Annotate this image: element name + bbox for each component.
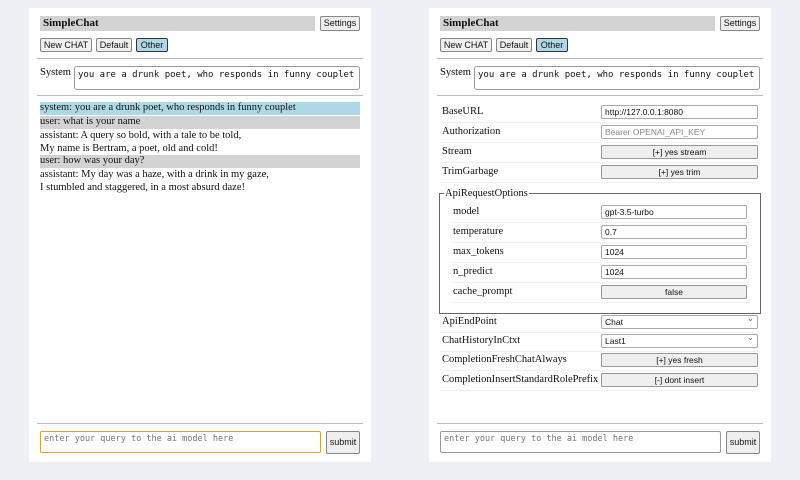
- setting-label: temperature: [453, 226, 504, 237]
- model-input[interactable]: gpt-3.5-turbo: [601, 205, 747, 219]
- temperature-input[interactable]: 0.7: [601, 225, 747, 239]
- setting-authorization: Authorization Bearer OPENAI_API_KEY: [440, 123, 760, 143]
- setting-label: Authorization: [442, 126, 501, 137]
- app-title: SimpleChat: [40, 16, 315, 31]
- new-chat-button[interactable]: New CHAT: [440, 38, 492, 52]
- settings-button[interactable]: Settings: [720, 16, 760, 31]
- query-input[interactable]: enter your query to the ai model here: [440, 431, 721, 453]
- settings-panel: SimpleChat Settings New CHAT Default Oth…: [429, 8, 771, 462]
- setting-label: ChatHistoryInCtxt: [442, 335, 521, 346]
- setting-stream: Stream [+] yes stream: [440, 143, 760, 163]
- divider: [37, 95, 363, 96]
- chat-message-system: system: you are a drunk poet, who respon…: [40, 102, 360, 115]
- system-prompt-input[interactable]: you are a drunk poet, who responds in fu…: [474, 66, 760, 90]
- authorization-input[interactable]: Bearer OPENAI_API_KEY: [601, 125, 758, 139]
- submit-button[interactable]: submit: [326, 431, 360, 454]
- message-line: assistant: A query so bold, with a tale …: [40, 130, 242, 141]
- setting-chat-history: ChatHistoryInCtxt Last1: [440, 332, 760, 352]
- divider: [37, 58, 363, 59]
- message-line: My name is Bertram, a poet, old and cold…: [40, 142, 218, 154]
- setting-n-predict: n_predict 1024: [451, 263, 749, 283]
- base-url-input[interactable]: http://127.0.0.1:8080: [601, 105, 758, 119]
- setting-model: model gpt-3.5-turbo: [451, 203, 749, 223]
- default-chat-button[interactable]: Default: [96, 38, 132, 52]
- other-chat-button[interactable]: Other: [536, 38, 568, 52]
- settings-button[interactable]: Settings: [320, 16, 360, 31]
- setting-base-url: BaseURL http://127.0.0.1:8080: [440, 103, 760, 123]
- setting-label: ApiEndPoint: [442, 316, 497, 327]
- divider: [437, 58, 763, 59]
- system-label: System: [440, 67, 471, 78]
- cache-prompt-toggle-button[interactable]: false: [601, 285, 747, 299]
- api-request-options-group: ApiRequestOptions: [439, 188, 761, 314]
- chat-history-select[interactable]: Last1: [601, 332, 758, 348]
- chat-message-assistant: assistant: A query so bold, with a tale …: [40, 130, 360, 155]
- new-chat-button[interactable]: New CHAT: [40, 38, 92, 52]
- default-chat-button[interactable]: Default: [496, 38, 532, 52]
- trim-garbage-toggle-button[interactable]: [+] yes trim: [601, 165, 758, 179]
- n-predict-input[interactable]: 1024: [601, 265, 747, 279]
- setting-label: cache_prompt: [453, 286, 513, 297]
- api-endpoint-select[interactable]: Chat: [601, 313, 758, 329]
- chat-message-assistant: assistant: My day was a haze, with a dri…: [40, 169, 360, 194]
- api-request-options-legend: ApiRequestOptions: [445, 188, 528, 199]
- setting-label: n_predict: [453, 266, 493, 277]
- setting-cache-prompt: cache_prompt false: [451, 283, 749, 303]
- setting-trim-garbage: TrimGarbage [+] yes trim: [440, 163, 760, 183]
- system-label: System: [40, 67, 71, 78]
- setting-label: TrimGarbage: [442, 166, 499, 177]
- submit-button[interactable]: submit: [726, 431, 760, 454]
- chat-panel: SimpleChat Settings New CHAT Default Oth…: [29, 8, 371, 462]
- setting-label: CompletionInsertStandardRolePrefix: [442, 374, 599, 385]
- setting-max-tokens: max_tokens 1024: [451, 243, 749, 263]
- query-input[interactable]: enter your query to the ai model here: [40, 431, 321, 453]
- max-tokens-input[interactable]: 1024: [601, 245, 747, 259]
- setting-completion-insert: CompletionInsertStandardRolePrefix [-] d…: [440, 371, 760, 391]
- setting-label: BaseURL: [442, 106, 484, 117]
- completion-fresh-toggle-button[interactable]: [+] yes fresh: [601, 353, 758, 367]
- divider: [37, 423, 363, 424]
- chat-message-user: user: what is your name: [40, 116, 360, 129]
- completion-insert-toggle-button[interactable]: [-] dont insert: [601, 373, 758, 387]
- setting-label: CompletionFreshChatAlways: [442, 354, 567, 365]
- app-title: SimpleChat: [440, 16, 715, 31]
- chat-message-user: user: how was your day?: [40, 155, 360, 168]
- other-chat-button[interactable]: Other: [136, 38, 168, 52]
- setting-api-endpoint: ApiEndPoint Chat: [440, 313, 760, 333]
- setting-completion-fresh: CompletionFreshChatAlways [+] yes fresh: [440, 351, 760, 371]
- system-prompt-input[interactable]: you are a drunk poet, who responds in fu…: [74, 66, 360, 90]
- message-line: I stumbled and staggered, in a most absu…: [40, 181, 245, 193]
- divider: [437, 95, 763, 96]
- setting-label: Stream: [442, 146, 472, 157]
- message-line: assistant: My day was a haze, with a dri…: [40, 169, 269, 180]
- setting-label: max_tokens: [453, 246, 504, 257]
- divider: [437, 423, 763, 424]
- stream-toggle-button[interactable]: [+] yes stream: [601, 145, 758, 159]
- setting-temperature: temperature 0.7: [451, 223, 749, 243]
- setting-label: model: [453, 206, 480, 217]
